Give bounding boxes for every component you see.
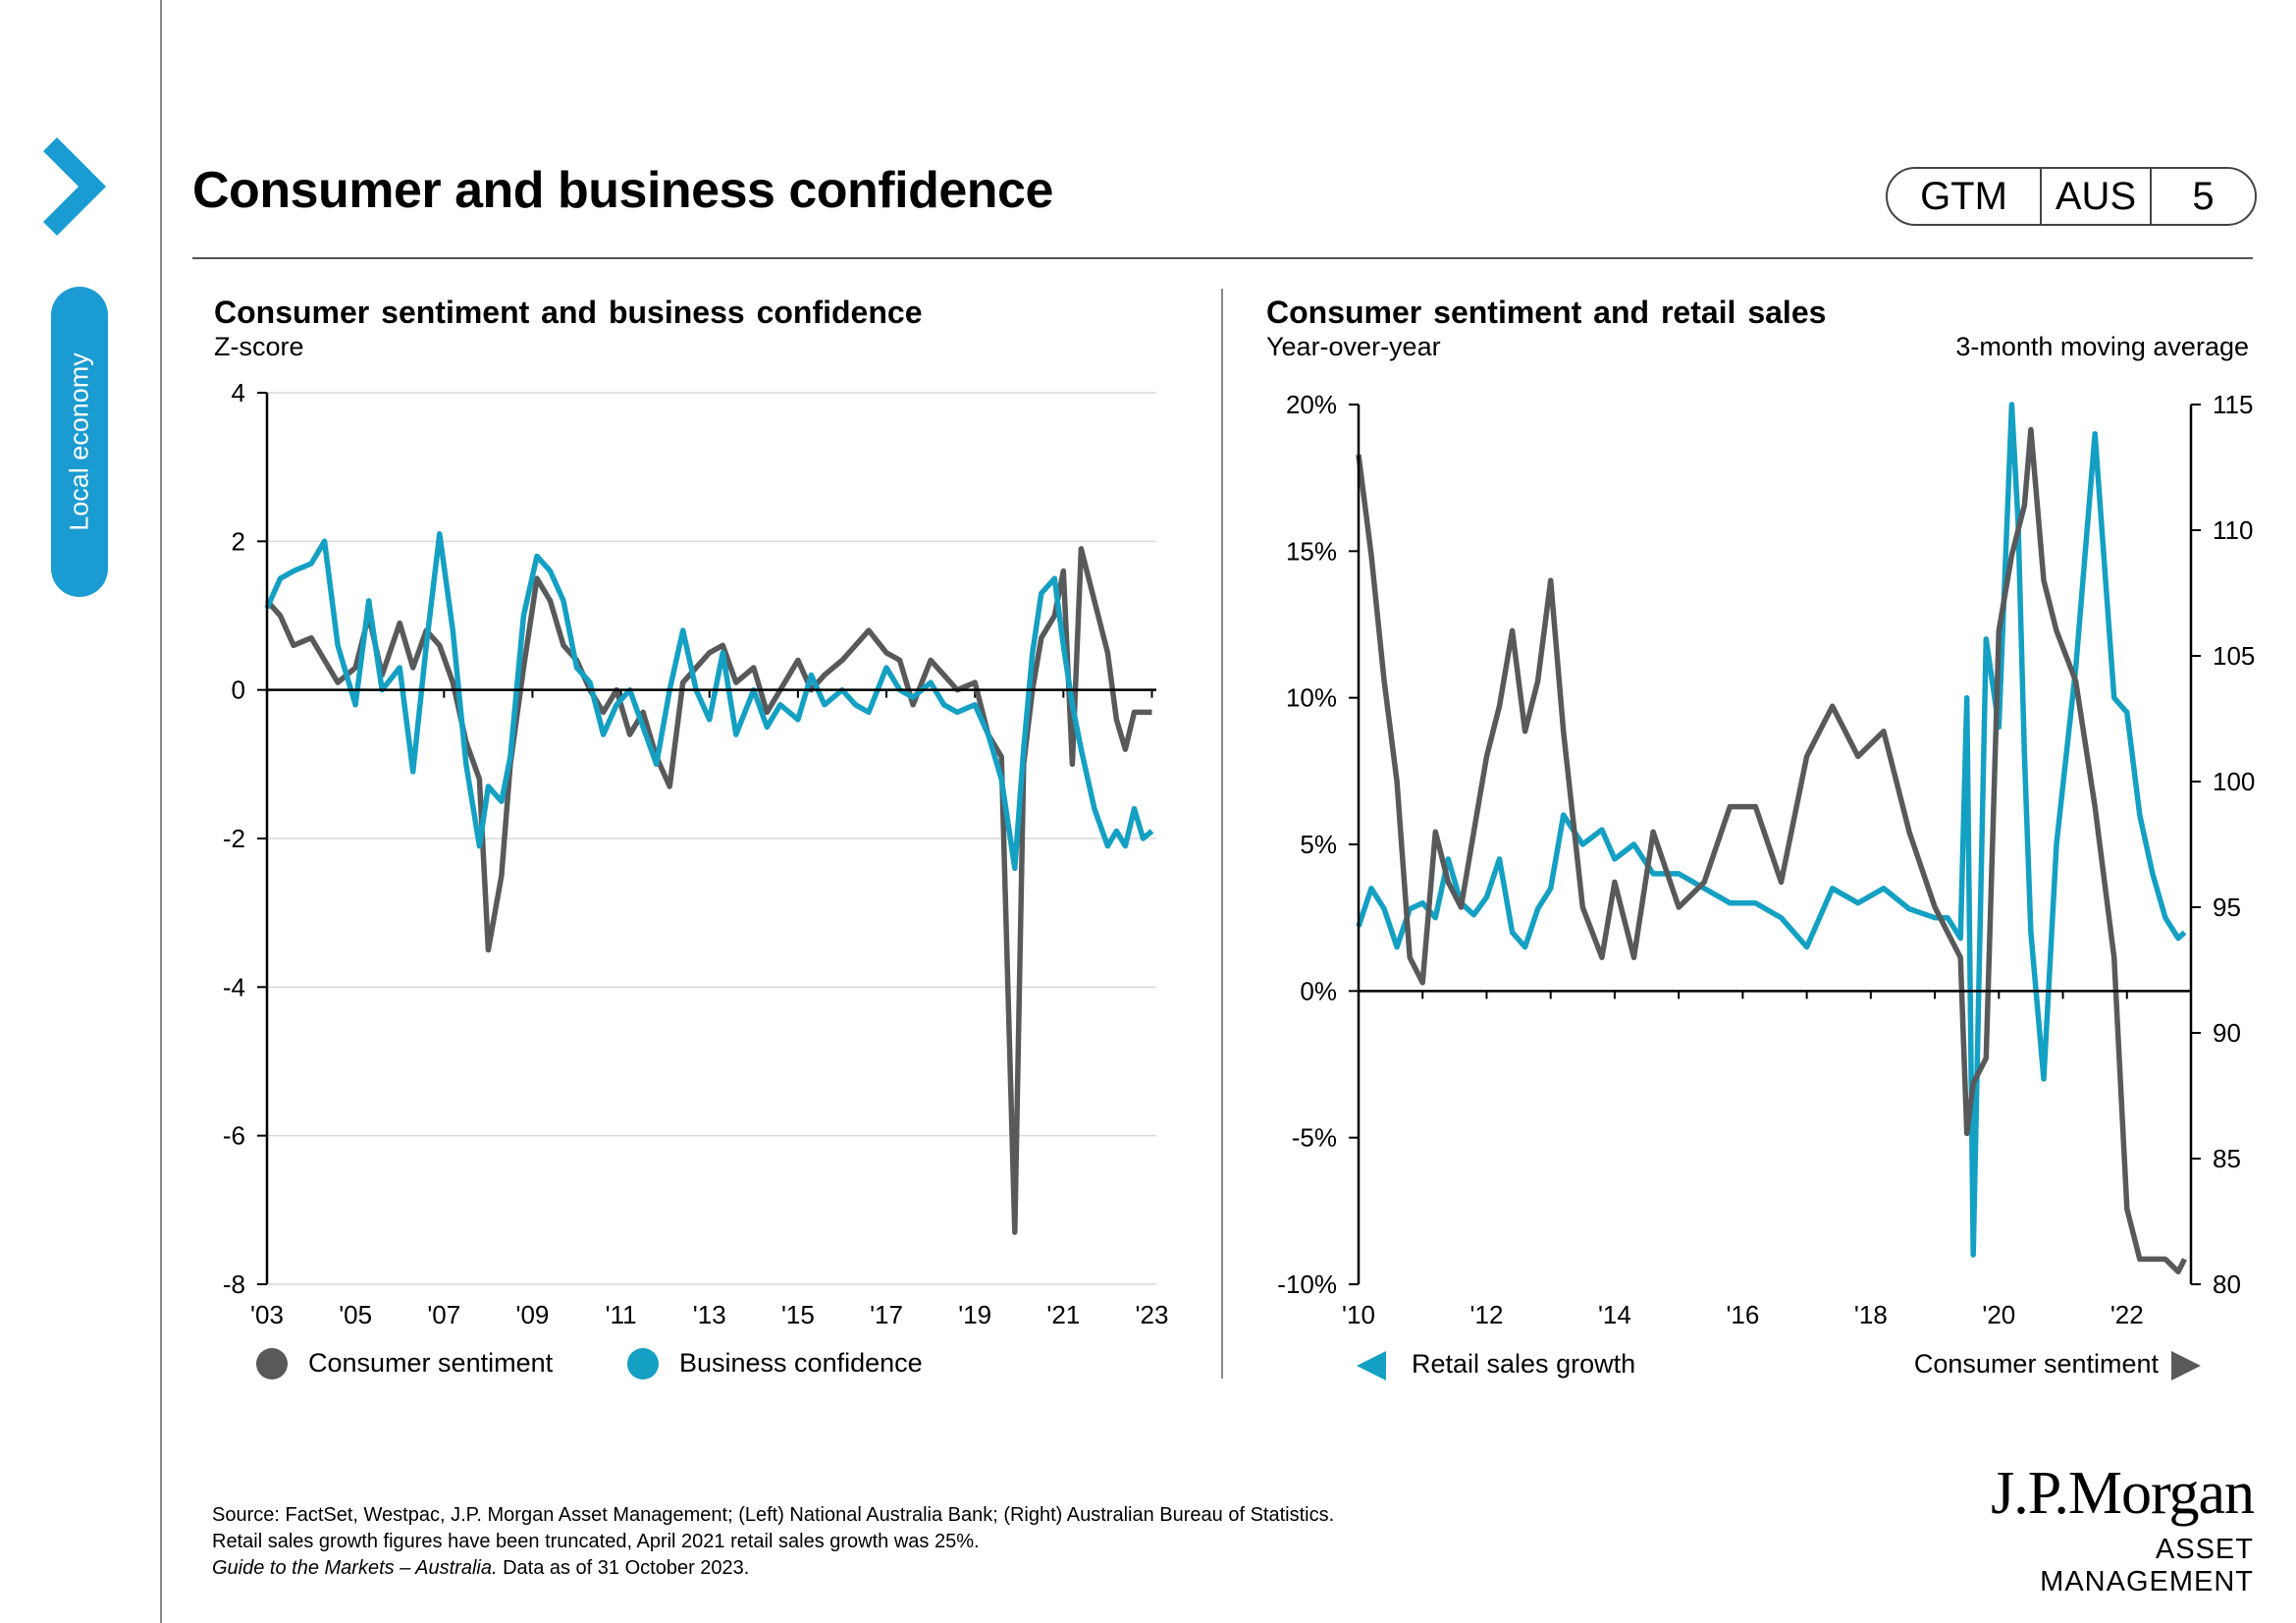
left-y-tick-label: 2 — [232, 526, 245, 556]
right-x-tick-label: '16 — [1726, 1300, 1759, 1329]
consumer-sentiment-right-line — [1356, 426, 2187, 1274]
legend-business-confidence-label: Business confidence — [679, 1348, 923, 1378]
left-y-tick-label: -6 — [223, 1121, 245, 1151]
left-y-tick-label: 0 — [232, 676, 245, 705]
right-y2-tick-label: 85 — [2213, 1144, 2241, 1173]
chevron-right-icon — [43, 137, 106, 236]
left-x-tick-label: '09 — [516, 1300, 550, 1329]
source-line-3: Guide to the Markets – Australia. Data a… — [212, 1555, 1334, 1582]
chart-divider — [1221, 289, 1223, 1379]
legend-consumer-sentiment-label: Consumer sentiment — [308, 1348, 554, 1378]
right-y-tick-label: -5% — [1292, 1123, 1337, 1153]
left-x-tick-label: '03 — [250, 1300, 284, 1329]
jpmorgan-logo: J.P.Morgan ASSET MANAGEMENT — [1940, 1460, 2255, 1598]
left-x-tick-label: '11 — [606, 1300, 637, 1329]
left-x-tick-label: '07 — [427, 1300, 460, 1329]
source-note: Source: FactSet, Westpac, J.P. Morgan As… — [212, 1502, 1334, 1582]
legend-consumer-sentiment-marker — [256, 1348, 288, 1380]
right-y2-tick-label: 115 — [2213, 390, 2253, 419]
right-x-tick-label: '12 — [1470, 1300, 1504, 1329]
logo-name: J.P.Morgan — [1991, 1460, 2255, 1527]
right-chart-title: Consumer sentiment and retail sales — [1266, 295, 1827, 330]
right-chart-subtitle: Year-over-year — [1266, 332, 1441, 361]
left-x-tick-label: '19 — [958, 1300, 991, 1329]
left-x-tick-label: '15 — [781, 1300, 815, 1329]
right-y-tick-label: 10% — [1286, 683, 1337, 713]
source-data-date: Data as of 31 October 2023. — [497, 1557, 750, 1579]
left-y-tick-label: 4 — [232, 378, 245, 407]
right-y-tick-label: -10% — [1277, 1270, 1337, 1299]
right-y-tick-label: 5% — [1300, 830, 1337, 859]
consumer-sentiment-line — [264, 546, 1152, 1235]
page-badge: GTM AUS 5 — [1886, 167, 2257, 226]
source-guide-title: Guide to the Markets – Australia. — [212, 1557, 498, 1579]
right-x-tick-label: '20 — [1982, 1300, 2015, 1329]
legend-retail-sales-label: Retail sales growth — [1412, 1349, 1636, 1379]
badge-gtm: GTM — [1888, 169, 2042, 224]
right-x-tick-label: '10 — [1342, 1300, 1375, 1329]
retail-sales-line — [1356, 402, 2187, 1258]
right-y2-tick-label: 95 — [2213, 893, 2241, 922]
legend-business-confidence-marker — [627, 1348, 659, 1380]
business-confidence-line — [264, 531, 1154, 872]
left-chart-title: Consumer sentiment and business confiden… — [214, 295, 923, 330]
legend-consumer-sentiment-right-label: Consumer sentiment — [1913, 1349, 2159, 1379]
left-chart-subtitle: Z-score — [214, 332, 304, 361]
badge-aus: AUS — [2042, 169, 2152, 224]
left-y-tick-label: -8 — [223, 1270, 245, 1299]
right-y2-tick-label: 105 — [2213, 641, 2255, 671]
left-y-tick-label: -4 — [223, 972, 245, 1001]
right-x-tick-label: '14 — [1598, 1300, 1631, 1329]
left-x-tick-label: '21 — [1046, 1300, 1080, 1329]
page-title: Consumer and business confidence — [192, 162, 1053, 219]
side-tab[interactable]: Local economy — [51, 287, 108, 597]
source-line-1: Source: FactSet, Westpac, J.P. Morgan As… — [212, 1504, 1335, 1526]
right-y2-tick-label: 110 — [2213, 515, 2253, 545]
right-x-tick-label: '22 — [2110, 1300, 2144, 1329]
right-y2-tick-label: 80 — [2213, 1270, 2241, 1299]
legend-retail-left-arrow-icon — [1357, 1351, 1386, 1380]
left-x-tick-label: '23 — [1136, 1300, 1169, 1329]
logo-subtitle: ASSET MANAGEMENT — [2040, 1534, 2254, 1597]
source-line-2: Retail sales growth figures have been tr… — [212, 1531, 980, 1552]
right-y2-tick-label: 90 — [2213, 1018, 2241, 1048]
right-x-tick-label: '18 — [1854, 1300, 1888, 1329]
left-x-tick-label: '17 — [870, 1300, 903, 1329]
left-x-tick-label: '05 — [339, 1300, 372, 1329]
right-y-tick-label: 20% — [1286, 390, 1337, 419]
left-y-tick-label: -2 — [223, 824, 245, 853]
badge-page-number: 5 — [2192, 174, 2215, 218]
title-divider — [192, 257, 2253, 259]
right-y2-tick-label: 100 — [2213, 767, 2255, 796]
right-y-tick-label: 15% — [1286, 536, 1337, 566]
legend-sentiment-right-arrow-icon — [2171, 1351, 2201, 1380]
right-chart-subtitle-right: 3-month moving average — [1955, 332, 2249, 361]
left-chart: 4 2 0 -2 -4 -6 -8'03 '05 '07 '09 '11 '13 '15 '17 '19 '2… — [223, 378, 1169, 1329]
left-divider — [160, 0, 162, 1623]
right-chart: 20% 15% 10% 5% 0% -5% -10% 115 110 105 100 95 90 85 80… — [1277, 390, 2255, 1329]
right-y-tick-label: 0% — [1300, 976, 1337, 1005]
left-x-tick-label: '13 — [693, 1300, 726, 1329]
